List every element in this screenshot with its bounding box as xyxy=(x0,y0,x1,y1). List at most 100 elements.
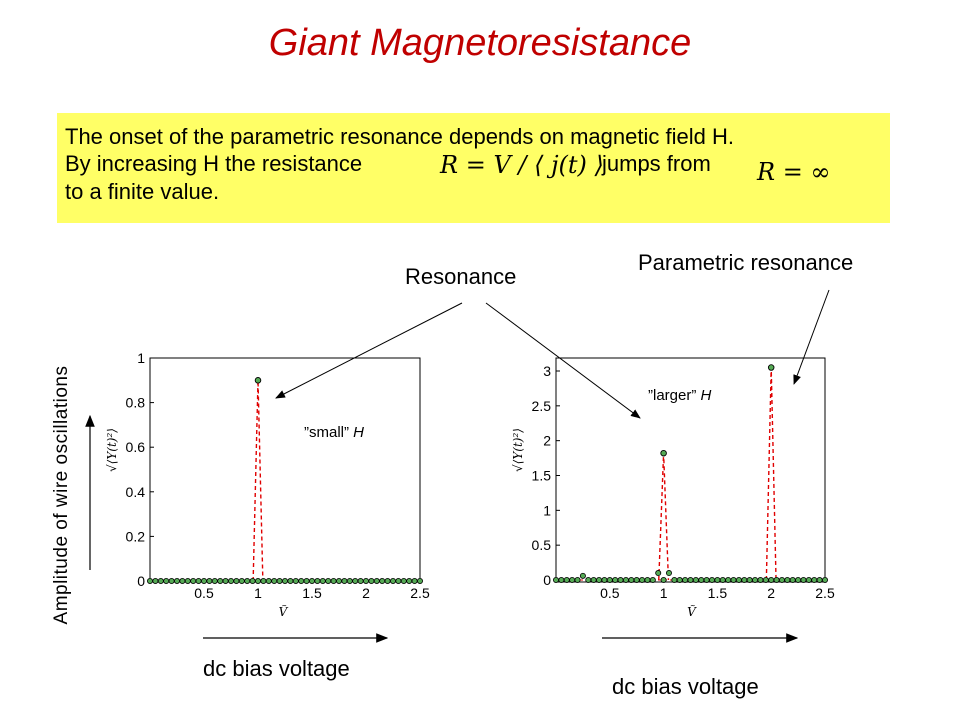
x-tick-label: 2.5 xyxy=(815,585,835,601)
y-tick-label: 2.5 xyxy=(532,398,552,414)
data-point xyxy=(606,577,613,584)
data-point xyxy=(585,577,592,584)
x-axis-label: Ṽ xyxy=(687,604,697,619)
data-point xyxy=(152,578,159,585)
larger-h-note: ”larger” H xyxy=(648,387,711,404)
parametric-resonance-label: Parametric resonance xyxy=(638,250,854,275)
data-point xyxy=(157,578,164,585)
data-point xyxy=(233,578,240,585)
data-point xyxy=(719,577,726,584)
data-point xyxy=(395,578,402,585)
data-point xyxy=(752,577,759,584)
data-point xyxy=(379,578,386,585)
data-point xyxy=(601,577,608,584)
data-point xyxy=(725,577,732,584)
x-tick-label: 1.5 xyxy=(708,585,728,601)
data-point xyxy=(596,577,603,584)
data-point xyxy=(260,578,267,585)
y-tick-label: 2 xyxy=(543,433,551,449)
data-point xyxy=(660,577,667,584)
small-h-symbol: H xyxy=(353,424,365,441)
data-point xyxy=(735,577,742,584)
data-point xyxy=(757,577,764,584)
data-point xyxy=(644,577,651,584)
x-axis-label: Ṽ xyxy=(279,604,289,619)
page-title: Giant Magnetoresistance xyxy=(268,22,692,64)
data-point xyxy=(628,577,635,584)
data-point xyxy=(762,577,769,584)
data-point xyxy=(163,578,170,585)
data-point xyxy=(811,577,818,584)
y-tick-label: 0 xyxy=(543,572,551,588)
data-point xyxy=(714,577,721,584)
data-point xyxy=(244,578,251,585)
data-point xyxy=(325,578,332,585)
data-point xyxy=(179,578,186,585)
y-axis-label: √⟨Y(t)²⟩ xyxy=(105,428,119,472)
summary-line-3: to a finite value. xyxy=(65,179,220,204)
peak-point xyxy=(767,364,775,371)
data-point xyxy=(579,572,586,579)
small-h-note: ”small” H xyxy=(304,424,364,441)
data-point xyxy=(612,577,619,584)
data-point xyxy=(190,578,197,585)
data-point xyxy=(789,577,796,584)
data-point xyxy=(211,578,218,585)
data-point xyxy=(389,578,396,585)
data-point xyxy=(314,578,321,585)
y-tick-label: 0.2 xyxy=(126,528,146,544)
data-point xyxy=(271,578,278,585)
data-point xyxy=(773,577,780,584)
dc-bias-label-right: dc bias voltage xyxy=(612,674,759,699)
summary-box: The onset of the parametric resonance de… xyxy=(57,113,890,223)
data-point xyxy=(330,578,337,585)
data-point xyxy=(411,578,418,585)
parametric-arrow xyxy=(793,289,830,385)
data-point xyxy=(168,578,175,585)
data-point xyxy=(368,578,375,585)
data-point xyxy=(569,577,576,584)
x-tick-label: 0.5 xyxy=(600,585,620,601)
data-point xyxy=(709,577,716,584)
x-tick-label: 1 xyxy=(254,585,262,601)
data-point xyxy=(217,578,224,585)
resonance-arrow-left xyxy=(275,302,463,399)
data-point xyxy=(778,577,785,584)
y-tick-label: 0 xyxy=(137,573,145,589)
y-tick-label: 0.8 xyxy=(126,395,146,411)
data-point xyxy=(633,577,640,584)
summary-line-1: The onset of the parametric resonance de… xyxy=(65,124,734,149)
data-point xyxy=(682,577,689,584)
x-tick-label: 0.5 xyxy=(194,585,214,601)
data-point xyxy=(805,577,812,584)
plot-frame xyxy=(555,357,826,583)
larger-h-note-text: ”larger” xyxy=(648,387,701,404)
chart-larger-h: 0.5 1 1.5 2 2.5 0 0.5 1 1.5 2 2.5 3 Ṽ √⟨Y(t)²⟩ xyxy=(511,357,835,619)
data-point xyxy=(574,577,581,584)
data-point xyxy=(746,577,753,584)
data-point xyxy=(730,577,737,584)
y-tick-label: 0.6 xyxy=(126,439,146,455)
x-tick-label: 2 xyxy=(767,585,775,601)
data-point xyxy=(665,570,672,577)
chart-small-h: 0.5 1 1.5 2 2.5 0 0.2 0.4 0.6 0.8 1 Ṽ √⟨Y(t)²⟩ xyxy=(105,350,430,619)
x-tick-label: 1 xyxy=(660,585,668,601)
y-tick-label: 0.4 xyxy=(126,484,146,500)
data-point xyxy=(341,578,348,585)
data-point xyxy=(238,578,245,585)
data-point xyxy=(254,578,261,585)
peak-dashed-line xyxy=(658,453,670,581)
infinite-resistance-formula: R = ∞ xyxy=(757,158,831,186)
data-point xyxy=(287,578,294,585)
peak-point xyxy=(660,449,667,457)
data-point xyxy=(590,577,597,584)
data-point xyxy=(687,577,694,584)
data-point xyxy=(553,577,560,584)
data-point xyxy=(195,578,202,585)
data-point xyxy=(795,577,802,584)
data-point xyxy=(265,578,272,585)
data-point xyxy=(655,570,662,577)
y-tick-label: 3 xyxy=(543,363,551,379)
data-point xyxy=(362,578,369,585)
data-point xyxy=(352,578,359,585)
